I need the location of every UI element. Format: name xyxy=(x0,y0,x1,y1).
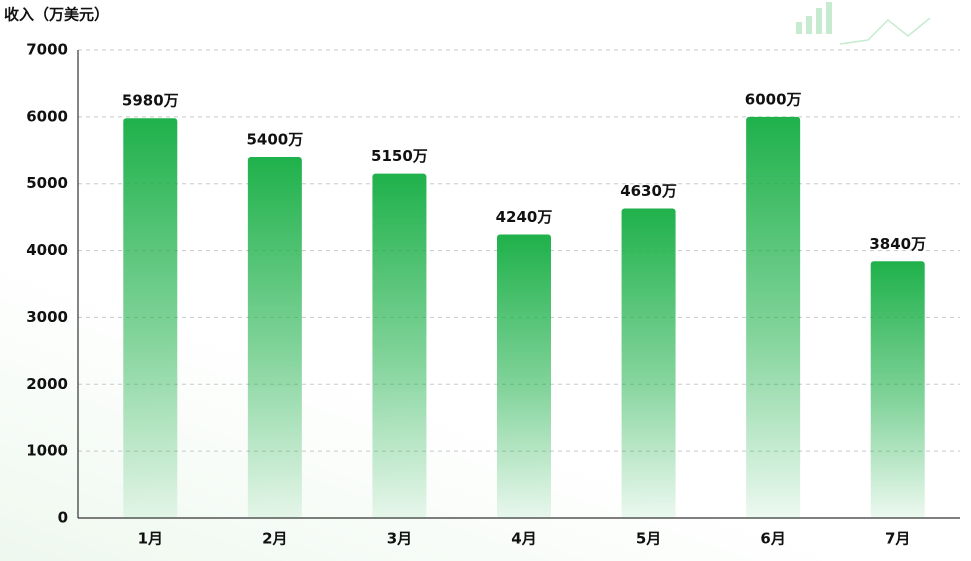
y-tick-label: 7000 xyxy=(26,41,68,59)
y-axis-title: 收入（万美元） xyxy=(4,6,109,24)
bar xyxy=(497,234,551,519)
value-label: 3840万 xyxy=(869,235,926,253)
bar xyxy=(621,208,676,519)
x-tick-label: 5月 xyxy=(636,530,661,548)
x-tick-label: 2月 xyxy=(262,530,287,548)
x-tick-label: 4月 xyxy=(511,530,536,548)
x-tick-label: 7月 xyxy=(885,530,910,548)
y-tick-label: 3000 xyxy=(26,308,68,326)
bar xyxy=(123,118,178,519)
value-label: 6000万 xyxy=(745,90,802,108)
bar xyxy=(372,173,427,518)
bar xyxy=(247,156,302,518)
value-label: 4630万 xyxy=(620,182,677,200)
value-label: 4240万 xyxy=(496,208,553,226)
value-label: 5150万 xyxy=(371,147,428,165)
x-tick-label: 1月 xyxy=(138,530,163,548)
value-label: 5400万 xyxy=(246,130,303,148)
y-tick-label: 0 xyxy=(58,509,68,527)
y-tick-label: 4000 xyxy=(26,241,68,259)
bar xyxy=(746,116,801,518)
y-tick-label: 6000 xyxy=(26,107,68,125)
y-tick-label: 2000 xyxy=(26,375,68,393)
decoration xyxy=(796,2,931,45)
value-label: 5980万 xyxy=(122,92,179,110)
x-tick-label: 3月 xyxy=(387,530,412,548)
x-tick-label: 6月 xyxy=(760,530,785,548)
y-tick-label: 5000 xyxy=(26,174,68,192)
y-tick-label: 1000 xyxy=(26,442,68,460)
bar xyxy=(870,261,925,518)
